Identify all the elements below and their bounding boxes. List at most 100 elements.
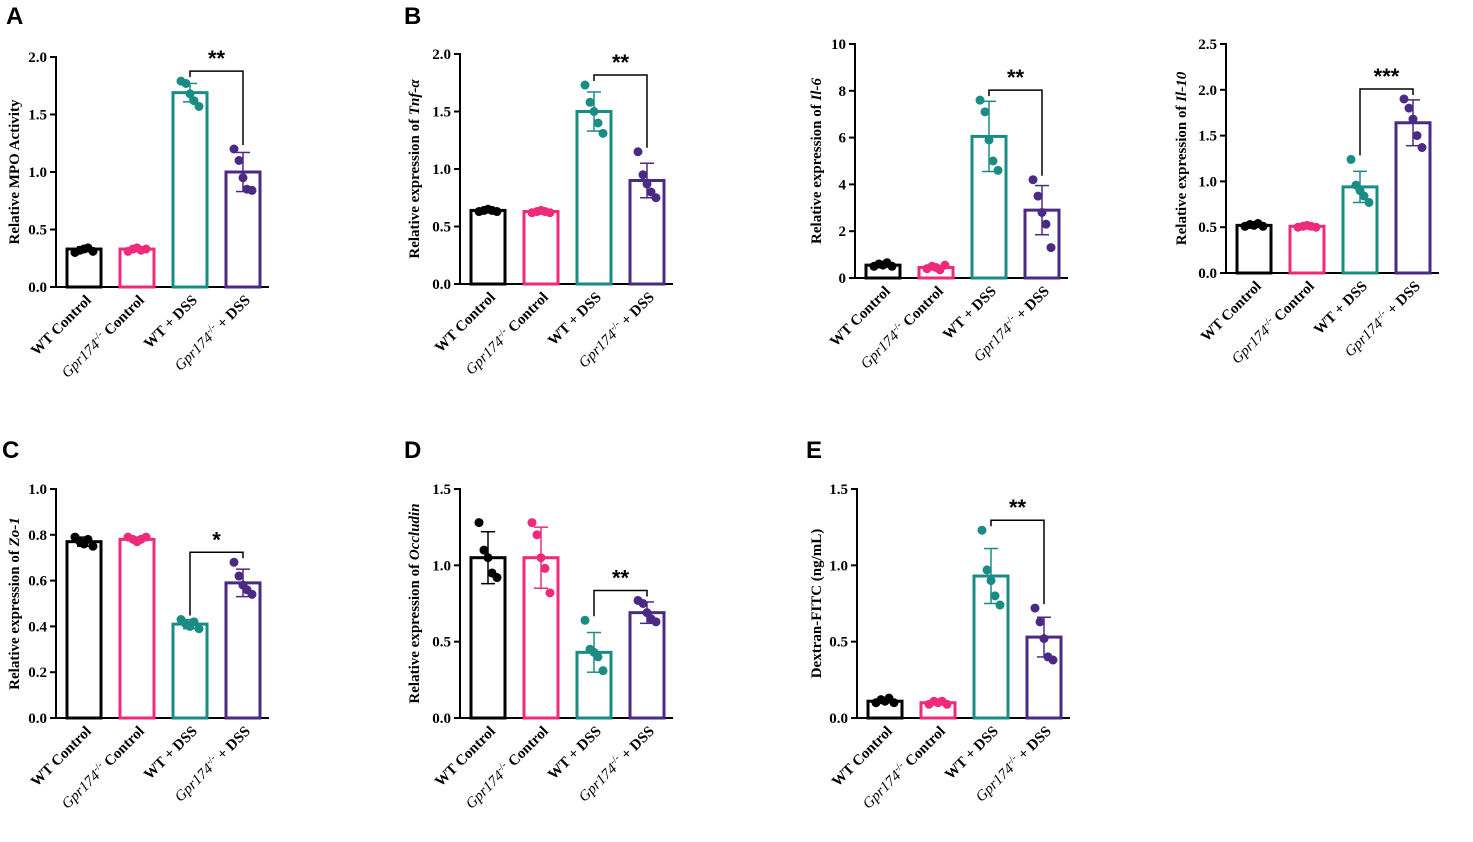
y-tick-label: 0.5	[829, 635, 848, 651]
data-point	[887, 261, 897, 271]
significance-bracket	[593, 74, 648, 148]
bar-wt-control	[1235, 223, 1273, 275]
data-point	[633, 147, 643, 157]
data-point	[189, 617, 199, 627]
data-point	[234, 571, 244, 581]
significance-bracket	[593, 589, 648, 617]
data-point	[141, 532, 151, 542]
data-point	[194, 624, 204, 634]
data-point	[593, 118, 603, 128]
panel-letter: E	[806, 437, 822, 464]
bar-ko-control	[1288, 224, 1326, 275]
bar-wt-dss	[575, 110, 613, 286]
y-axis-label: Relative expression of Il-6	[809, 78, 825, 244]
data-point	[580, 80, 590, 90]
data-point	[1408, 114, 1418, 124]
y-tick-label: 1.5	[432, 105, 451, 121]
data-point	[532, 530, 542, 540]
significance-bracket	[1359, 88, 1414, 156]
y-tick-label: 4	[839, 177, 847, 193]
y-tick-label: 8	[839, 84, 847, 100]
data-point	[942, 699, 952, 709]
data-point	[185, 89, 195, 99]
significance-bracket	[189, 551, 244, 616]
y-tick-label: 0.8	[28, 528, 47, 544]
data-point	[1346, 154, 1356, 164]
y-tick-label: 1.5	[1198, 129, 1217, 145]
y-tick-label: 1.5	[829, 482, 848, 498]
data-point	[638, 170, 648, 180]
data-point	[88, 541, 98, 551]
bar-wt-control	[65, 540, 103, 720]
data-point	[995, 600, 1005, 610]
data-point	[88, 246, 98, 256]
data-point	[238, 173, 248, 183]
data-point	[986, 576, 996, 586]
significance-bracket	[988, 89, 1043, 176]
significance-label: **	[612, 565, 630, 590]
bar-wt-control	[65, 247, 103, 289]
y-tick-label: 1.0	[1198, 174, 1217, 190]
data-point	[1037, 207, 1047, 217]
y-axis-label: Relative expression of Il-10	[1174, 71, 1190, 245]
data-point	[988, 156, 998, 166]
significance-bracket	[189, 70, 244, 145]
data-point	[545, 208, 555, 218]
data-point	[940, 260, 950, 270]
y-tick-label: 0.0	[432, 277, 451, 293]
bar-ko-dss	[224, 581, 262, 720]
y-tick-label: 0.0	[28, 711, 47, 727]
data-point	[980, 107, 990, 117]
panel-b-tnf: B 0.0 0.5 1.0 1.5 2.0 Relative expression of T…	[404, 3, 673, 378]
y-tick-label: 0.0	[432, 711, 451, 727]
y-axis-label: Relative expression of Occludin	[407, 503, 423, 703]
data-point	[83, 534, 93, 544]
y-tick-label: 0.5	[432, 635, 451, 651]
y-tick-label: 0.0	[829, 711, 848, 727]
y-tick-label: 1.0	[432, 162, 451, 178]
panel-letter: C	[2, 437, 19, 464]
data-point	[1035, 617, 1045, 627]
significance-label: ***	[1374, 64, 1400, 89]
data-point	[1311, 222, 1321, 232]
data-point	[589, 107, 599, 116]
significance-label: *	[212, 527, 221, 552]
data-point	[1033, 191, 1043, 201]
data-point	[229, 557, 239, 567]
data-point	[990, 591, 1000, 601]
data-point	[1399, 94, 1409, 104]
data-point	[229, 144, 239, 154]
bar-wt-dss	[171, 91, 209, 289]
data-point	[1359, 191, 1369, 201]
significance-label: **	[1009, 495, 1027, 520]
y-tick-label: 1.0	[28, 482, 47, 498]
y-tick-label: 1.5	[432, 482, 451, 498]
panel-letter: A	[6, 3, 23, 30]
y-tick-label: 2.5	[1198, 37, 1217, 53]
data-point	[993, 165, 1003, 175]
panel-letter: D	[404, 437, 421, 464]
data-point	[540, 563, 550, 573]
data-point	[1364, 197, 1374, 207]
panel-b-il10: 0.0 0.5 1.0 1.5 2.0 2.5 Relative expression of…	[1174, 37, 1439, 367]
data-point	[598, 666, 608, 676]
y-axis-label: Relative expression of Tnf-α	[407, 79, 423, 259]
data-point	[638, 599, 648, 608]
y-axis-label: Relative expression of Zo-1	[7, 517, 23, 690]
y-tick-label: 0.5	[28, 223, 47, 239]
y-tick-label: 1.5	[28, 108, 47, 124]
bar-ko-control	[118, 537, 156, 720]
data-point	[889, 698, 899, 708]
data-point	[474, 518, 484, 528]
data-point	[536, 553, 546, 563]
bar-wt-control	[469, 556, 507, 720]
data-point	[1030, 603, 1040, 613]
data-point	[141, 244, 151, 254]
y-axis-label: Dextran-FITC (ng/mL)	[809, 529, 825, 679]
data-point	[1039, 634, 1049, 644]
bar-wt-control	[469, 208, 507, 286]
y-tick-label: 2	[839, 224, 847, 240]
